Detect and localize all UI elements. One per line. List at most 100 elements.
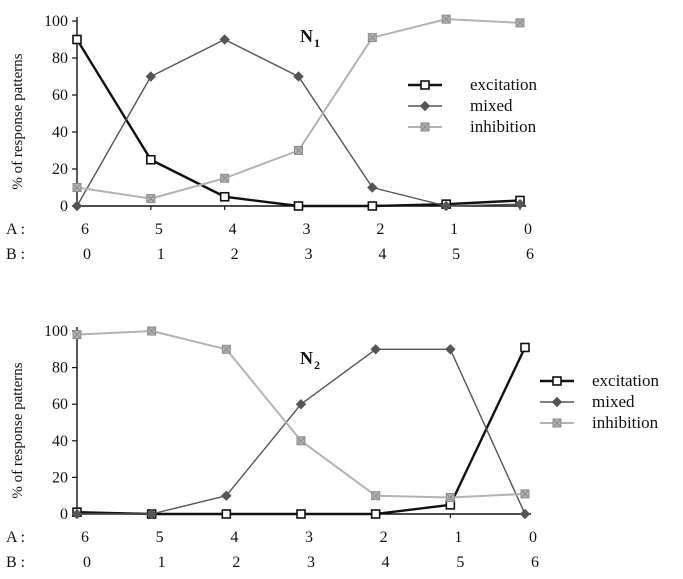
x-tick-label: 6 <box>531 554 539 571</box>
data-point-mixed <box>295 398 307 410</box>
chart-title-subscript: 2 <box>314 358 320 372</box>
data-point-inhibition-cross <box>295 147 302 154</box>
legend-label-excitation: excitation <box>470 75 538 94</box>
chart-title-subscript: 1 <box>314 36 320 50</box>
data-point-inhibition-cross <box>73 331 81 339</box>
legend-label-inhibition: inhibition <box>470 117 537 136</box>
legend-label-mixed: mixed <box>470 96 513 115</box>
y-tick-label: 40 <box>52 124 68 141</box>
x-tick-label: 0 <box>529 529 537 546</box>
data-point-inhibition-cross <box>221 174 229 182</box>
chart-title: N <box>300 348 313 368</box>
x-row-label-a: A : <box>6 221 25 238</box>
data-point-inhibition-cross <box>521 490 529 498</box>
data-point-mixed <box>445 344 456 355</box>
data-point-mixed <box>367 182 378 193</box>
x-tick-label: 2 <box>380 529 388 546</box>
x-tick-label: 1 <box>454 529 462 546</box>
series-inhibition <box>72 326 530 503</box>
data-point-excitation <box>146 154 156 165</box>
data-point-mixed <box>71 508 83 520</box>
x-tick-label: 1 <box>158 554 166 571</box>
y-tick-label: 100 <box>44 323 68 340</box>
series-inhibition <box>72 14 525 204</box>
x-tick-label: 3 <box>307 554 315 571</box>
series-line-excitation <box>76 346 527 516</box>
x-tick-label: 1 <box>450 221 458 238</box>
series-excitation <box>72 342 530 519</box>
series-mixed <box>71 344 531 520</box>
data-point-mixed <box>145 71 157 82</box>
x-tick-label: 2 <box>231 246 239 263</box>
x-tick-label: 1 <box>157 246 165 263</box>
data-point-inhibition-cross <box>148 327 156 335</box>
x-tick-label: 4 <box>230 529 238 546</box>
y-tick-label: 100 <box>44 13 68 30</box>
data-point-mixed <box>519 508 531 520</box>
x-tick-label: 6 <box>81 529 89 546</box>
y-tick-label: 80 <box>52 360 68 377</box>
data-point-excitation <box>520 342 530 353</box>
data-point-mixed <box>219 34 230 45</box>
series-line-inhibition <box>76 18 521 200</box>
x-tick-label: 4 <box>378 246 386 263</box>
x-tick-label: 6 <box>526 246 534 263</box>
data-point-inhibition-cross <box>222 345 230 353</box>
legend-marker-inhibition-cross <box>553 419 561 427</box>
legend-label-excitation: excitation <box>592 371 660 390</box>
data-point-excitation <box>221 509 232 519</box>
legend-marker-mixed <box>551 396 563 408</box>
x-row-label-b: B : <box>6 246 25 263</box>
data-point-mixed <box>71 200 83 212</box>
x-tick-label: 0 <box>524 221 532 238</box>
data-point-excitation <box>296 509 306 519</box>
data-point-inhibition-cross <box>372 492 380 500</box>
series-line-excitation <box>75 38 521 208</box>
y-tick-label: 20 <box>52 161 68 178</box>
legend-marker-excitation <box>420 80 430 90</box>
data-point-excitation <box>72 34 82 45</box>
x-tick-label: 5 <box>452 246 460 263</box>
data-point-inhibition-cross <box>147 195 155 202</box>
data-point-inhibition-cross <box>446 494 454 501</box>
data-point-excitation <box>219 191 230 202</box>
legend-marker-inhibition-cross <box>421 123 429 131</box>
series-mixed <box>71 34 526 212</box>
x-tick-label: 5 <box>456 554 464 571</box>
legend-label-inhibition: inhibition <box>592 413 659 432</box>
x-tick-label: 3 <box>303 221 311 238</box>
series-line-mixed <box>76 38 521 207</box>
data-point-excitation <box>370 509 381 519</box>
x-row-label-b: B : <box>6 554 25 571</box>
x-tick-label: 3 <box>305 246 313 263</box>
data-point-mixed <box>221 490 232 501</box>
x-tick-label: 5 <box>155 221 163 238</box>
data-point-inhibition-cross <box>73 184 81 191</box>
y-axis-label: % of response patterns <box>10 53 26 189</box>
data-point-mixed <box>146 508 157 520</box>
chart-title: N <box>300 26 313 46</box>
y-axis-label: % of response patterns <box>10 362 26 498</box>
y-tick-label: 0 <box>60 506 68 523</box>
data-point-inhibition-cross <box>297 437 305 445</box>
x-row-label-a: A : <box>6 529 25 546</box>
y-tick-label: 60 <box>52 396 68 413</box>
series-excitation <box>72 34 525 211</box>
y-tick-label: 80 <box>52 50 68 67</box>
y-tick-label: 20 <box>52 469 68 486</box>
data-point-inhibition-cross <box>368 34 376 42</box>
y-tick-label: 0 <box>60 198 68 215</box>
x-tick-label: 4 <box>382 554 390 571</box>
data-point-excitation <box>293 201 304 211</box>
x-tick-label: 0 <box>83 246 91 263</box>
data-point-mixed <box>514 198 526 210</box>
data-point-inhibition-cross <box>442 15 450 23</box>
data-point-inhibition-cross <box>516 19 524 27</box>
x-tick-label: 5 <box>156 529 164 546</box>
data-point-mixed <box>293 71 304 82</box>
data-point-excitation <box>445 500 456 510</box>
